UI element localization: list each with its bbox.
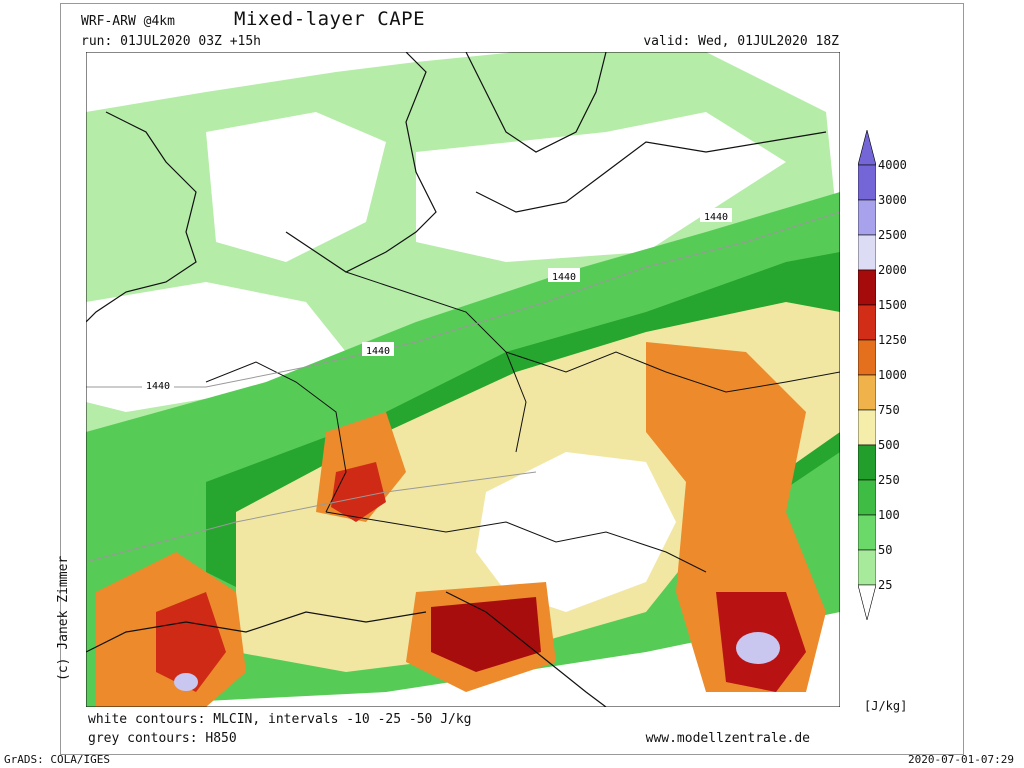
- website-label: www.modellzentrale.de: [645, 731, 810, 746]
- field-lavender-west: [174, 673, 198, 691]
- colorbar-swatch: [858, 164, 876, 201]
- field-red-center: [331, 462, 386, 522]
- colorbar-tick-label: 250: [878, 473, 900, 487]
- field-white-gap-north2: [206, 112, 386, 262]
- plot-frame: [60, 3, 964, 755]
- contour-label: 1440: [142, 377, 174, 392]
- contour-label: 1440: [548, 268, 580, 283]
- h850-contour: [86, 211, 840, 388]
- colorbar-tick-label: 4000: [878, 158, 907, 172]
- colorbar-overflow-triangle: [858, 130, 876, 166]
- colorbar-tick-label: 750: [878, 403, 900, 417]
- border-germany-east: [345, 271, 527, 453]
- border-poland-czech: [505, 351, 840, 393]
- colorbar-swatch: [858, 234, 876, 271]
- colorbar-swatch: [858, 479, 876, 516]
- colorbar-tick-label: 1000: [878, 368, 907, 382]
- colorbar-tick-label: 500: [878, 438, 900, 452]
- border-alps: [325, 511, 707, 573]
- coastline-adriatic: [445, 591, 607, 707]
- colorbar-unit: [J/kg]: [864, 699, 908, 713]
- colorbar-tick-label: 3000: [878, 193, 907, 207]
- svg-text:1440: 1440: [146, 381, 170, 392]
- colorbar-tick-label: 25: [878, 578, 893, 592]
- colorbar-swatch: [858, 444, 876, 481]
- field-lavender-east: [736, 632, 780, 664]
- colorbar-swatch: [858, 199, 876, 236]
- coastline-baltic: [475, 131, 827, 213]
- colorbar-swatch: [858, 374, 876, 411]
- coastline-britain: [86, 111, 197, 323]
- run-label: run: 01JUL2020 03Z +15h: [81, 34, 262, 49]
- colorbar-tick-label: 2000: [878, 263, 907, 277]
- colorbar-swatch: [858, 549, 876, 586]
- colorbar-tick-label: 1250: [878, 333, 907, 347]
- coastline-mediterranean: [86, 611, 427, 653]
- field-darkred-south: [431, 597, 541, 672]
- cape-map: 1440 1440 1440 1440: [86, 52, 840, 707]
- colorbar-tick-label: 100: [878, 508, 900, 522]
- h850-contour-south: [86, 471, 537, 563]
- field-alps-hole: [476, 452, 676, 612]
- coastline-north-sea: [285, 52, 437, 273]
- colorbar-swatch: [858, 514, 876, 551]
- render-timestamp: 2020-07-01-07:29: [908, 753, 1014, 766]
- colorbar-swatch: [858, 304, 876, 341]
- colorbar-tick-label: 2500: [878, 228, 907, 242]
- valid-time-label: valid: Wed, 01JUL2020 18Z: [643, 34, 839, 49]
- colorbar-tick-label: 50: [878, 543, 893, 557]
- colorbar-swatch: [858, 409, 876, 446]
- svg-text:1440: 1440: [552, 272, 576, 283]
- colorbar-swatch: [858, 269, 876, 306]
- border-france-germany: [205, 361, 347, 513]
- contour-label: 1440: [700, 208, 732, 223]
- colorbar-underflow-triangle: [858, 584, 876, 620]
- svg-text:1440: 1440: [366, 346, 390, 357]
- plot-title: Mixed-layer CAPE: [234, 8, 426, 30]
- mlcin-note: white contours: MLCIN, intervals -10 -25…: [88, 712, 472, 727]
- author-credit: (c) Janek Zimmer: [56, 555, 71, 681]
- grads-label: GrADS: COLA/IGES: [4, 753, 110, 766]
- colorbar-swatch: [858, 339, 876, 376]
- model-label: WRF-ARW @4km: [81, 14, 175, 29]
- field-red-west: [156, 592, 226, 692]
- colorbar-tick-label: 1500: [878, 298, 907, 312]
- coastline-scandinavia: [465, 52, 607, 153]
- svg-text:1440: 1440: [704, 212, 728, 223]
- colorbar: [858, 130, 876, 620]
- h850-note: grey contours: H850: [88, 731, 237, 746]
- contour-label: 1440: [362, 342, 394, 357]
